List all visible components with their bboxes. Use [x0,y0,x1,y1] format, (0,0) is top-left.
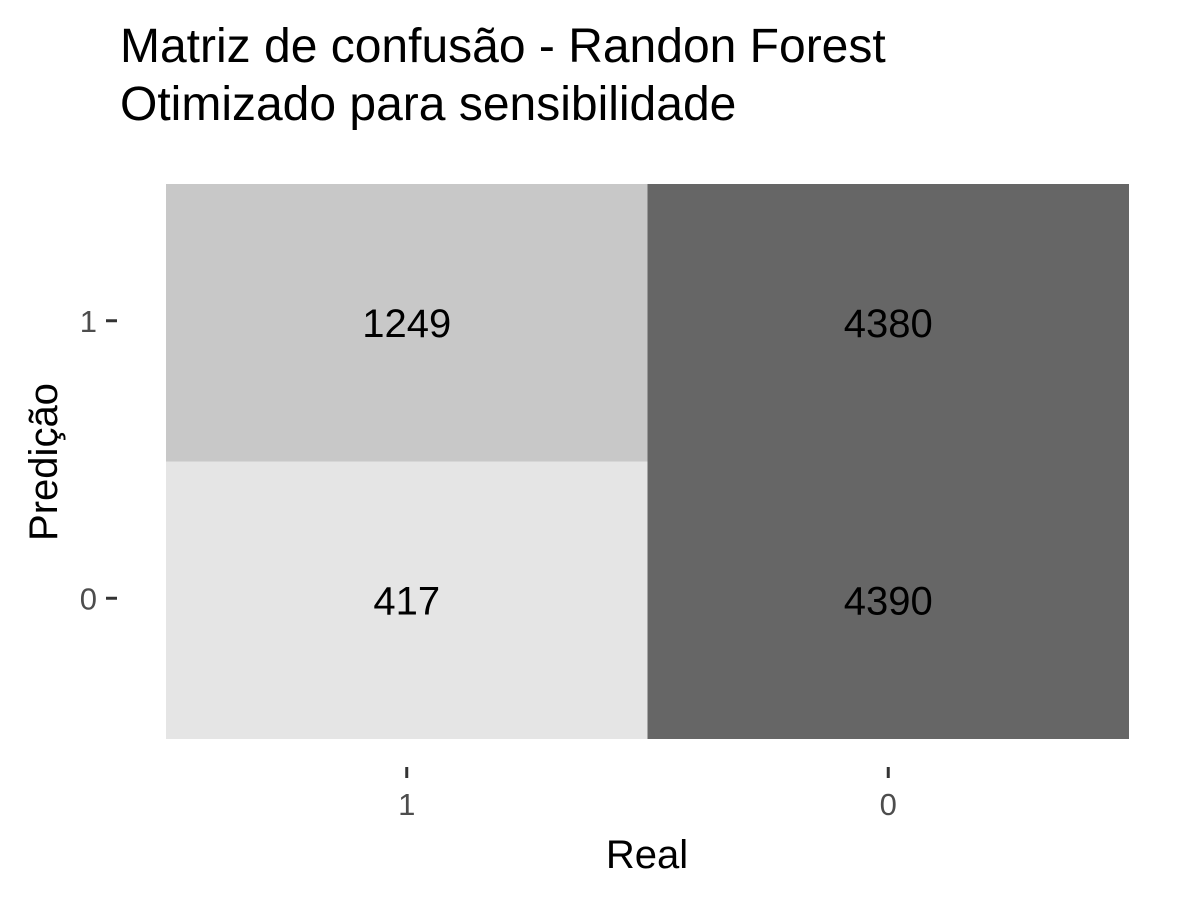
x-axis-title: Real [606,833,688,877]
cell-value-label: 1249 [362,302,451,346]
y-axis-title: Predição [22,383,66,541]
heatmap-cell [166,184,648,462]
cell-value-label: 4390 [844,579,933,623]
x-tick-label: 1 [398,787,415,822]
chart-subtitle: Otimizado para sensibilidade [120,78,737,131]
heatmap-cell [647,184,1129,462]
cell-value-label: 417 [373,579,440,623]
x-tick-label: 0 [880,787,897,822]
y-tick-label: 1 [80,304,97,339]
heatmap-cells [166,184,1129,739]
chart-title: Matriz de confusão - Randon Forest Otimi… [120,18,886,134]
y-tick-label: 0 [80,581,97,616]
chart-title-line: Matriz de confusão - Randon Forest [120,20,886,73]
heatmap-cell [647,461,1129,739]
heatmap-cell-labels: 1249 4380 417 4390 [362,302,932,624]
y-axis: 10 [80,304,117,616]
cell-value-label: 4380 [844,302,933,346]
heatmap-cell [166,461,648,739]
